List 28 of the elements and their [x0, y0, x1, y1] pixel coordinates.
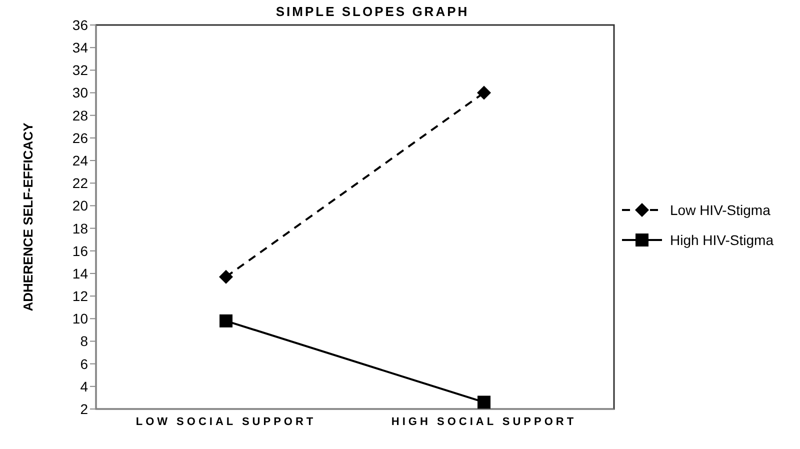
legend-label: High HIV-Stigma: [670, 232, 774, 248]
y-tick-label: 18: [72, 220, 88, 236]
y-tick-label: 22: [72, 175, 88, 192]
y-axis-title: ADHERENCE SELF-EFFICACY: [20, 122, 36, 312]
y-tick-label: 10: [72, 310, 88, 327]
y-tick-label: 16: [72, 242, 88, 259]
y-tick-label: 24: [72, 152, 88, 168]
y-tick-label: 2: [80, 400, 88, 417]
x-tick-label: LOW SOCIAL SUPPORT: [136, 416, 316, 428]
y-tick-label: 14: [72, 265, 88, 282]
y-tick-label: 30: [72, 84, 88, 101]
y-tick-label: 26: [72, 130, 88, 146]
point: [220, 314, 232, 328]
point: [478, 396, 490, 409]
legend-label: Low HIV-Stigma: [670, 202, 770, 218]
point: [219, 270, 233, 284]
y-tick-label: 34: [72, 40, 88, 56]
y-tick-label: 28: [72, 107, 88, 124]
y-tick-label: 4: [80, 378, 88, 394]
point: [477, 86, 491, 100]
y-tick-label: 12: [72, 288, 88, 304]
y-tick-label: 32: [72, 62, 88, 78]
y-tick-label: 36: [72, 16, 88, 33]
y-tick-label: 6: [80, 356, 88, 372]
y-tick-label: 8: [80, 333, 88, 350]
chart-title: SIMPLE SLOPES GRAPH: [274, 4, 470, 19]
x-tick-label: HIGH SOCIAL SUPPORT: [391, 416, 577, 428]
y-tick-label: 20: [72, 198, 88, 214]
